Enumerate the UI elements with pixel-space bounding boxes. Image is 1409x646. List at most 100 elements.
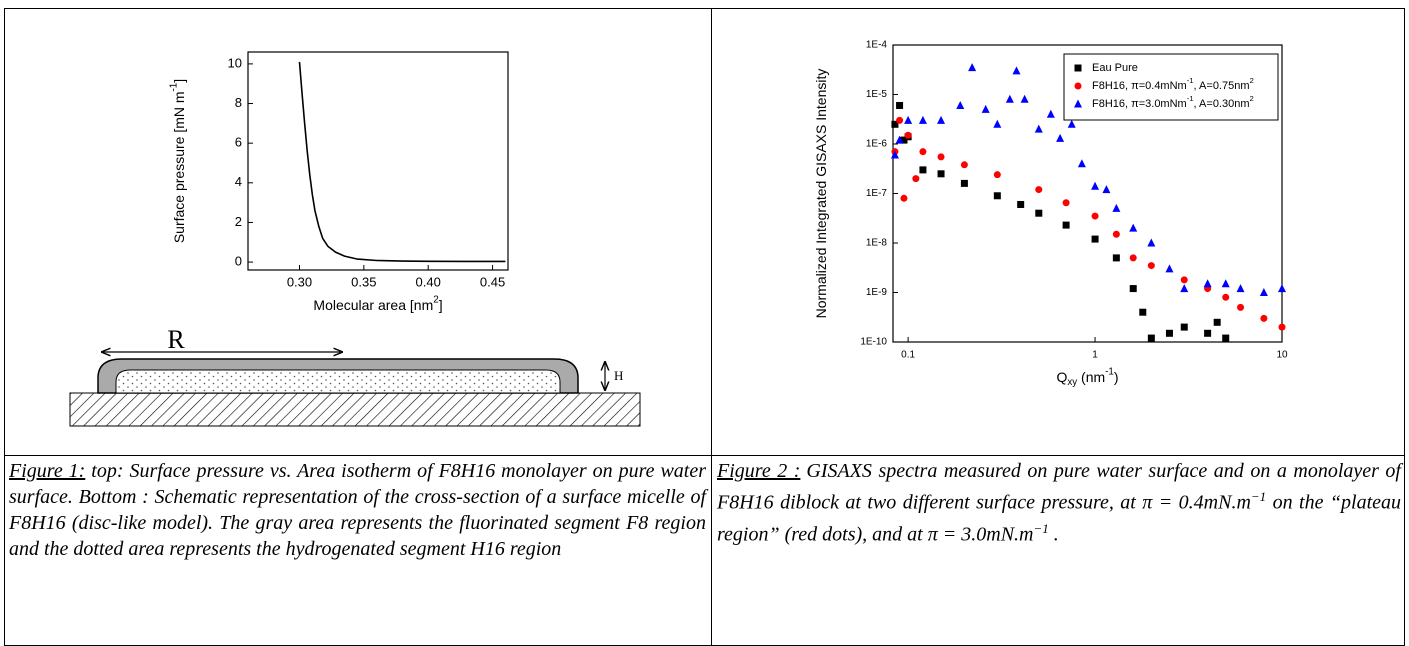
label-part: (nm <box>1077 369 1105 385</box>
data-point <box>900 194 908 202</box>
label-part: -1 <box>1187 94 1194 103</box>
core-dots <box>116 370 560 393</box>
data-point <box>904 131 912 139</box>
label-part: Molecular area [nm <box>313 297 433 313</box>
y-tick-label: 1E-8 <box>866 238 888 249</box>
data-point <box>1147 238 1156 247</box>
x-tick-label: 10 <box>1276 350 1288 361</box>
label-part: F8H16, π=3.0mNm <box>1092 98 1187 110</box>
data-point <box>937 115 946 124</box>
data-point <box>1180 323 1188 331</box>
y-tick-label: 4 <box>235 174 242 189</box>
x-tick-label: 0.1 <box>901 350 915 361</box>
caption-text: π = 3.0mN.m <box>927 523 1034 546</box>
x-tick-label: 0.45 <box>480 274 505 289</box>
label-part: F8H16, π=0.4mNm <box>1092 80 1187 92</box>
label-part: 2 <box>1250 76 1254 85</box>
data-point <box>960 179 968 187</box>
data-point <box>1012 66 1021 75</box>
x-tick-label: 0.40 <box>416 274 441 289</box>
data-point <box>1112 254 1120 262</box>
data-point <box>896 116 904 124</box>
data-point <box>1035 186 1043 194</box>
data-point <box>1221 279 1230 288</box>
data-point <box>993 192 1001 200</box>
label-part: 2 <box>433 294 438 305</box>
y-tick-label: 1E-7 <box>866 188 888 199</box>
data-point <box>1129 223 1138 232</box>
caption-label: Figure 2 : <box>717 460 801 482</box>
data-point <box>1222 334 1230 342</box>
data-point <box>1046 109 1055 118</box>
y-tick-label: 10 <box>228 55 242 70</box>
data-point <box>919 166 927 174</box>
caption: Figure 2 : GISAXS spectra measured on pur… <box>717 458 1401 547</box>
legend-entry: F8H16, π=0.4mNm-1, A=0.75nm2 <box>1092 76 1254 92</box>
caption-text: π = 0.4mN.m <box>1142 491 1251 514</box>
x-tick-label: 1 <box>1092 350 1098 361</box>
data-point <box>993 171 1001 179</box>
data-point <box>968 63 977 72</box>
data-point <box>1180 284 1189 293</box>
caption: Figure 1: top: Surface pressure vs. Area … <box>9 458 706 562</box>
data-point <box>1077 159 1086 168</box>
x-axis-label: Molecular area [nm2] <box>313 294 442 312</box>
substrate <box>69 392 641 427</box>
data-point <box>1278 284 1286 293</box>
data-point <box>1034 124 1043 133</box>
data-point <box>1091 212 1099 220</box>
label-part: Q <box>1056 369 1067 385</box>
data-point <box>1102 185 1111 194</box>
caption-superscript: −1 <box>1033 520 1049 536</box>
label-part: , A=0.30nm <box>1194 98 1250 110</box>
label-part: Surface pressure [mN m <box>171 91 187 243</box>
caption-superscript: −1 <box>1250 489 1267 504</box>
caption-text: on the “plateau region” (red dots), and … <box>717 491 1402 546</box>
data-point <box>1222 293 1230 301</box>
y-tick-label: 6 <box>235 135 242 150</box>
height-label: H <box>614 368 623 383</box>
data-point <box>1147 262 1155 270</box>
y-tick-label: 8 <box>235 95 242 110</box>
data-point <box>1237 303 1245 311</box>
data-point <box>1147 334 1155 342</box>
legend-entry: Eau Pure <box>1092 62 1138 74</box>
data-point <box>1139 308 1147 316</box>
label-part: -1 <box>1187 76 1194 85</box>
data-point <box>912 175 920 183</box>
x-tick-label: 0.30 <box>287 274 312 289</box>
data-point <box>1056 133 1065 142</box>
x-tick-label: 0.35 <box>351 274 376 289</box>
y-tick-label: 0 <box>235 254 242 269</box>
data-point <box>918 115 927 124</box>
legend-marker <box>1074 82 1082 90</box>
label-part: ] <box>171 79 187 83</box>
data-point <box>1129 285 1137 293</box>
data-point <box>1112 203 1121 212</box>
label-part: ] <box>439 297 443 313</box>
data-point <box>1062 199 1070 207</box>
data-point <box>1067 119 1076 128</box>
data-point <box>956 100 965 109</box>
caption-text: top: Surface pressure vs. Area isotherm … <box>9 460 706 560</box>
data-point <box>1180 276 1188 284</box>
y-axis-label: Normalized Integrated GISAXS Intensity <box>813 69 829 319</box>
data-point <box>1259 288 1268 296</box>
data-point <box>937 170 945 178</box>
data-point <box>1035 209 1043 217</box>
label-part: -1 <box>168 83 179 92</box>
data-point <box>1204 329 1212 337</box>
data-point <box>1091 235 1099 243</box>
label-part: 2 <box>1250 94 1254 103</box>
isotherm-line <box>298 61 506 263</box>
y-tick-label: 1E-6 <box>866 139 888 150</box>
legend-box <box>1063 53 1279 121</box>
plot-frame <box>247 51 509 271</box>
data-point <box>1278 323 1286 331</box>
data-point <box>1005 94 1014 103</box>
data-point <box>937 153 945 161</box>
label-part: , A=0.75nm <box>1194 80 1250 92</box>
caption-label: Figure 1: <box>9 460 86 482</box>
